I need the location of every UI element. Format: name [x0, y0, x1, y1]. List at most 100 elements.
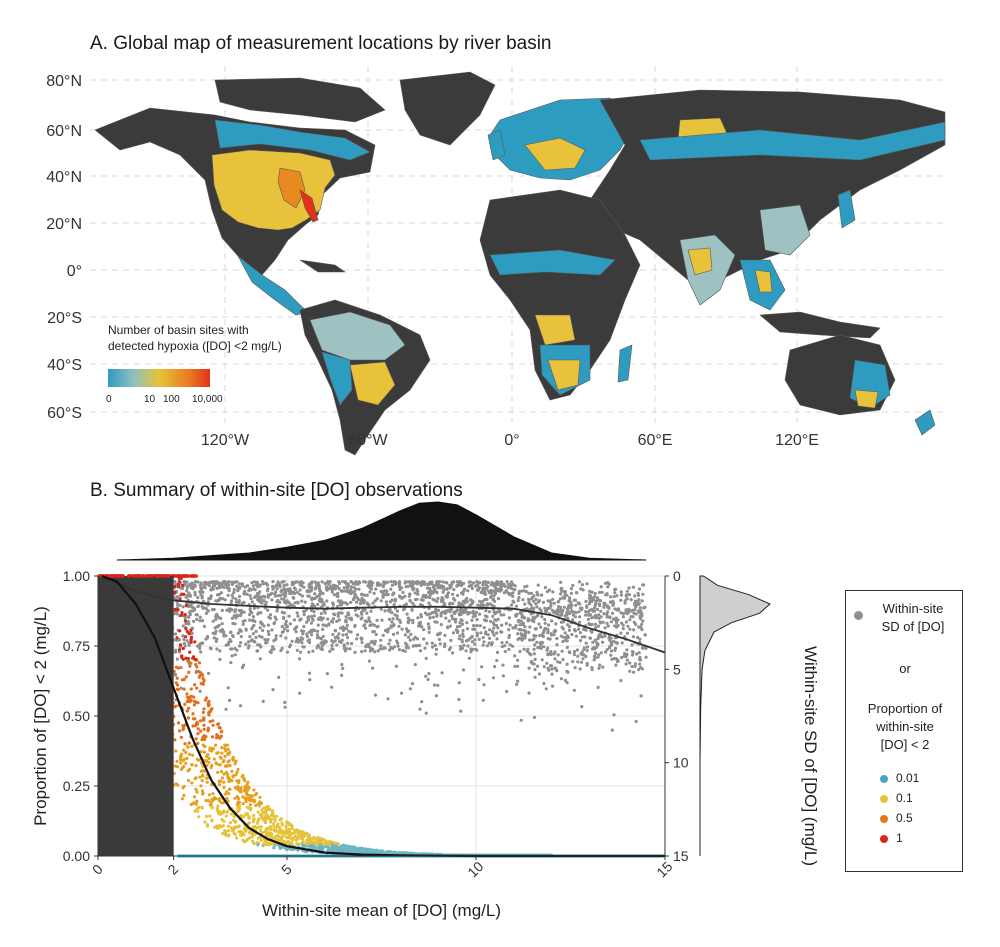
sd-point — [320, 647, 324, 652]
sd-point — [506, 586, 510, 590]
sd-point — [513, 588, 517, 592]
sd-point — [482, 640, 486, 644]
sd-point — [342, 646, 346, 650]
sd-point — [354, 580, 358, 584]
sd-point — [182, 637, 186, 641]
sd-point — [362, 608, 366, 613]
proportion-point — [226, 747, 230, 751]
sd-point — [570, 632, 574, 637]
sd-point — [446, 626, 450, 630]
sd-point — [266, 608, 270, 612]
sd-point — [473, 642, 477, 646]
sd-point — [569, 600, 573, 605]
proportion-point — [201, 743, 205, 747]
sd-point — [194, 613, 198, 617]
sd-point — [494, 586, 498, 591]
sd-point — [196, 644, 200, 648]
sd-point — [406, 621, 410, 625]
proportion-point — [201, 676, 205, 681]
sd-point — [381, 592, 385, 596]
sd-point — [402, 608, 406, 612]
sd-point — [481, 583, 485, 587]
sd-point — [181, 605, 185, 609]
proportion-point — [206, 727, 210, 731]
sd-point — [448, 586, 452, 590]
sd-point — [635, 652, 639, 656]
sd-point — [313, 592, 317, 596]
mississippi-red — [299, 189, 319, 223]
proportion-point — [207, 713, 211, 717]
sd-point — [537, 672, 542, 676]
sd-point — [313, 580, 317, 584]
sd-point — [311, 628, 315, 632]
sd-point — [315, 583, 319, 587]
sd-point — [518, 649, 522, 654]
sd-point — [602, 605, 606, 609]
sd-point — [590, 596, 595, 600]
sd-point — [550, 667, 554, 671]
sd-point — [290, 639, 294, 643]
proportion-point — [187, 706, 191, 710]
indonesia — [759, 311, 881, 339]
sd-point — [273, 621, 277, 625]
proportion-point — [219, 779, 223, 783]
sd-point — [367, 659, 371, 663]
sd-point — [325, 588, 329, 592]
sd-point — [343, 589, 347, 593]
proportion-point — [225, 772, 229, 776]
sd-point — [344, 619, 348, 623]
sd-point — [636, 591, 640, 596]
sd-point — [266, 638, 270, 642]
proportion-point — [244, 829, 248, 833]
proportion-point — [188, 664, 192, 668]
sd-point — [629, 615, 633, 619]
sd-point — [539, 593, 544, 597]
sd-point — [640, 628, 644, 632]
proportion-point — [205, 754, 209, 759]
sd-point — [409, 632, 413, 636]
sd-point — [638, 606, 642, 610]
sd-point — [458, 621, 462, 625]
proportion-point — [218, 755, 222, 759]
proportion-point — [218, 763, 222, 767]
sd-point — [390, 620, 394, 624]
sd-point — [185, 589, 189, 593]
sd-point — [193, 607, 197, 611]
proportion-point — [196, 669, 200, 674]
sd-point — [459, 618, 463, 622]
sd-point — [587, 602, 592, 606]
proportion-point — [279, 817, 283, 821]
sd-point — [272, 639, 276, 643]
sd-point — [641, 583, 645, 587]
sd-point — [313, 596, 317, 601]
sd-point — [561, 657, 565, 662]
proportion-point — [310, 837, 314, 841]
sd-point — [576, 660, 580, 664]
sd-point — [215, 612, 219, 616]
sd-point — [424, 674, 428, 678]
sd-point — [244, 642, 248, 646]
sd-point — [209, 594, 213, 598]
sd-point — [400, 596, 404, 600]
sd-point — [228, 698, 232, 702]
sd-point — [323, 611, 327, 615]
proportion-point — [404, 851, 408, 855]
sd-point — [196, 596, 200, 600]
sd-point — [411, 586, 415, 590]
proportion-point — [293, 828, 297, 832]
sd-point — [190, 631, 194, 635]
sd-point — [627, 586, 631, 590]
sd-point — [536, 613, 540, 617]
lon-tick-label: 0° — [504, 432, 519, 449]
sd-point — [466, 589, 470, 593]
proportion-point — [251, 839, 255, 843]
sd-point — [283, 594, 287, 598]
proportion-point — [232, 773, 236, 778]
proportion-point — [328, 848, 332, 852]
sd-point — [298, 592, 302, 596]
proportion-point — [193, 809, 197, 813]
sd-point — [486, 633, 490, 637]
sd-point — [631, 635, 636, 639]
sd-point — [381, 633, 385, 637]
